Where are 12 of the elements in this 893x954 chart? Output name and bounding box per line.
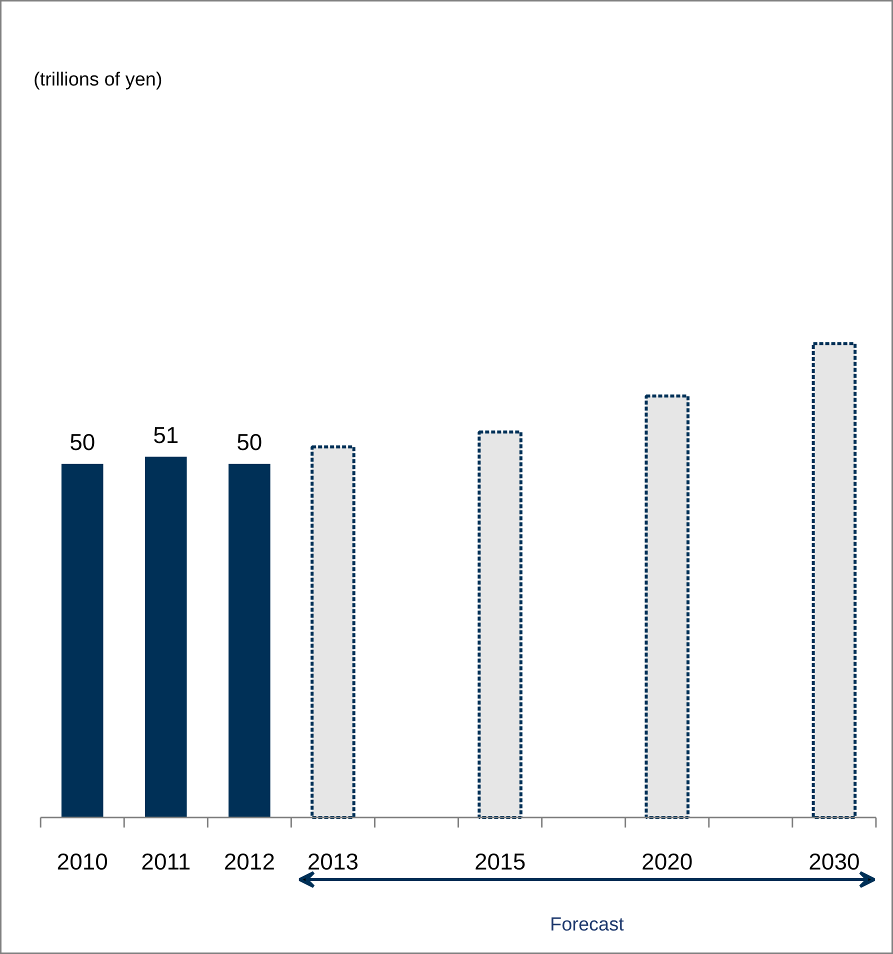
x-tick-label: 2015 <box>474 848 526 875</box>
x-tick-label: 2010 <box>56 848 108 875</box>
text: (trillions of yen) <box>34 70 162 90</box>
data-label: 51 <box>153 422 179 448</box>
data-label: 50 <box>236 428 262 455</box>
x-tick-label: 2020 <box>642 848 693 875</box>
x-tick-label: 2011 <box>141 848 191 875</box>
data-label: 50 <box>70 428 96 455</box>
x-tick-label: 2012 <box>224 848 276 875</box>
x-tick-label: 2030 <box>808 848 860 875</box>
text: Forecast <box>550 914 625 936</box>
x-tick-label: 2013 <box>307 848 359 875</box>
